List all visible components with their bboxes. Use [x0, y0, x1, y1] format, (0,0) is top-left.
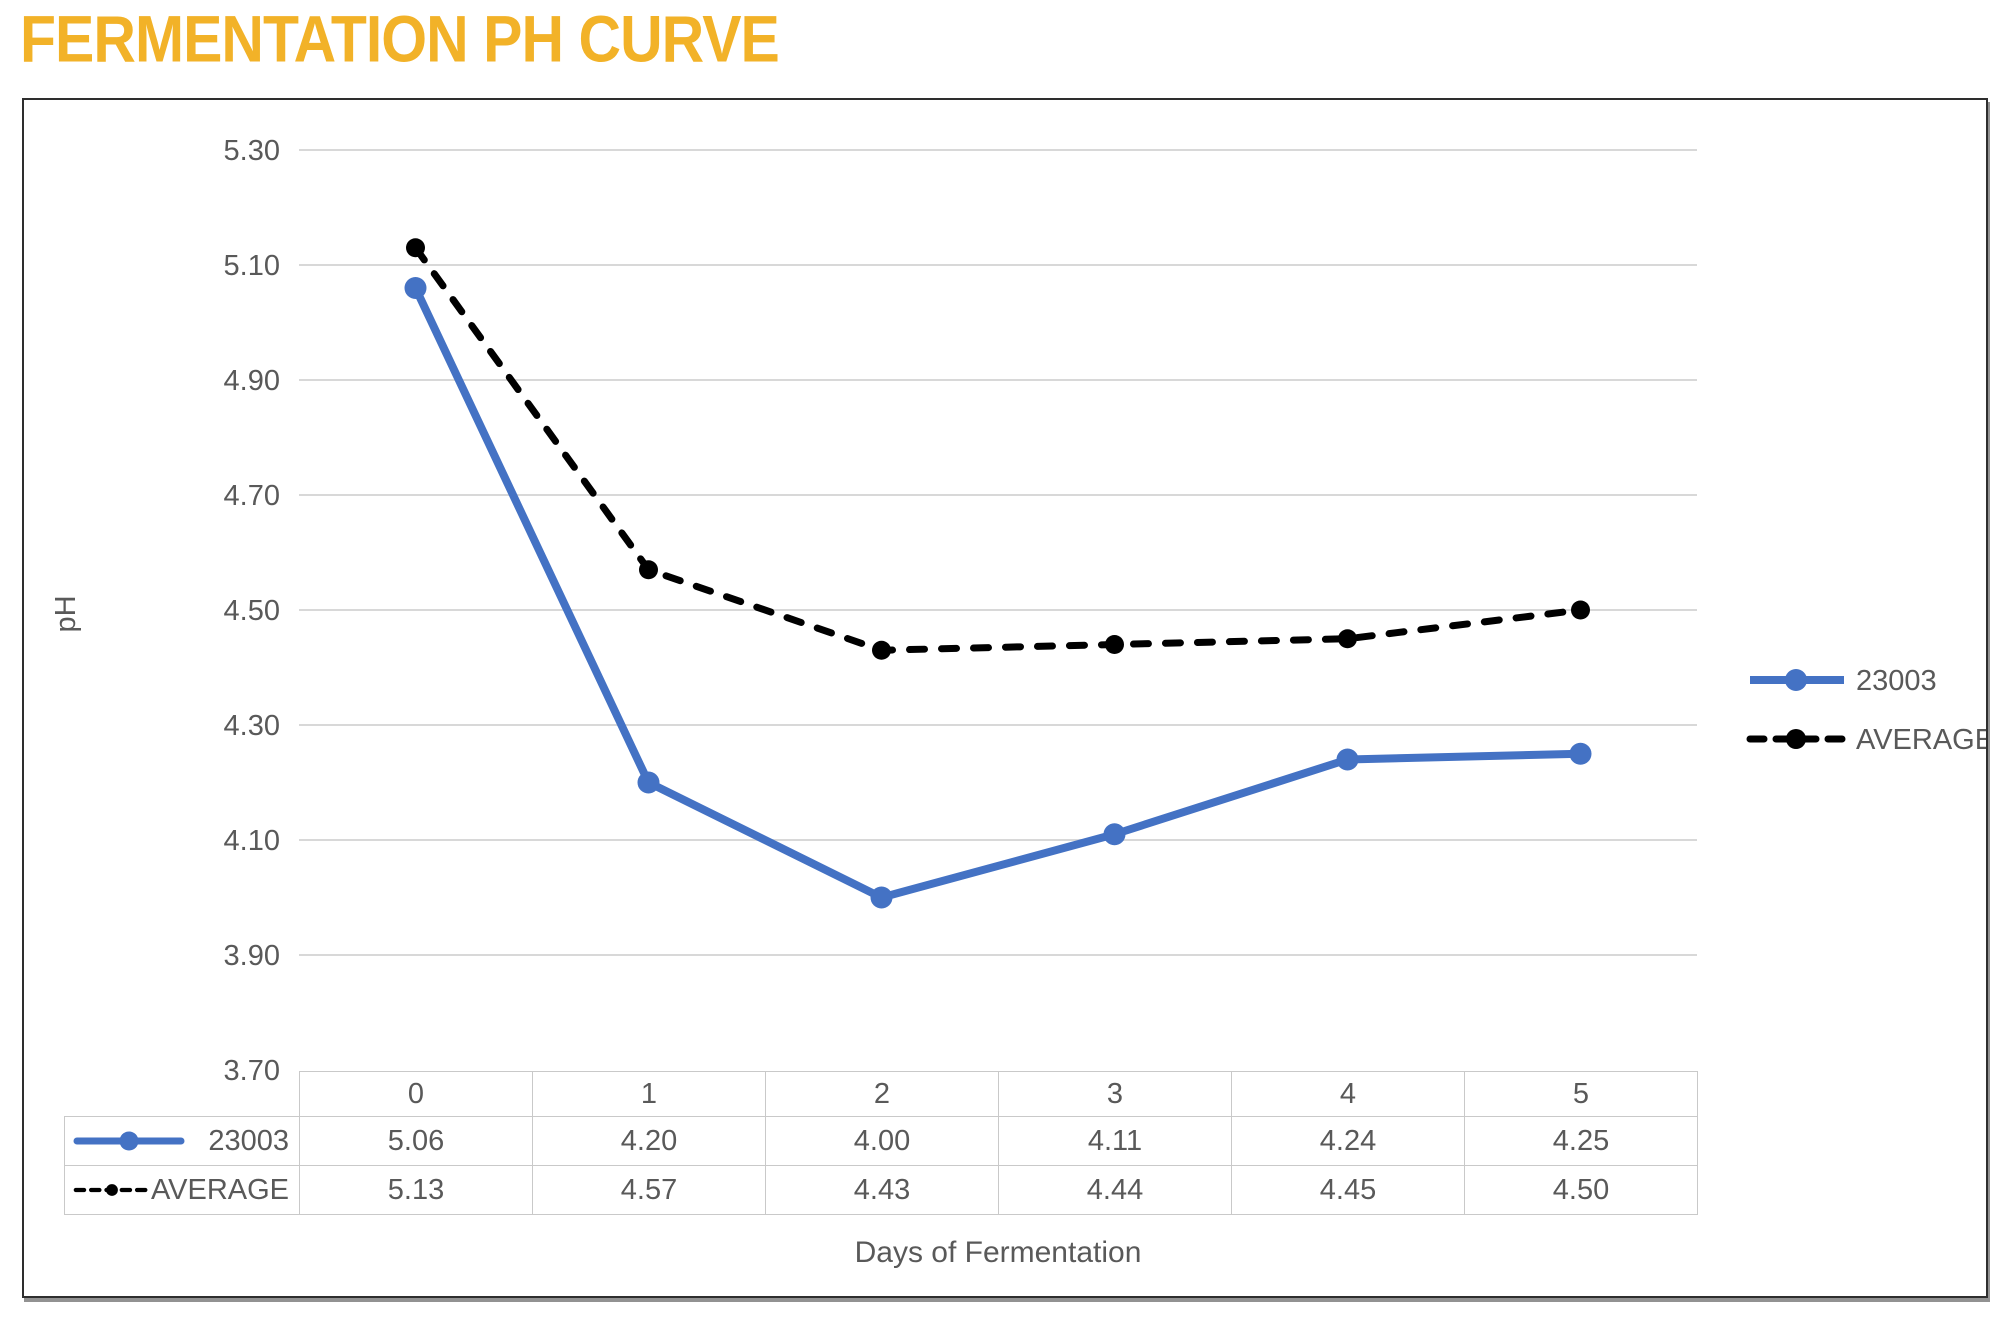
table-day-header: 5: [1464, 1071, 1698, 1117]
data-point-average-day5: [1571, 600, 1590, 620]
table-value-cell: 5.06: [299, 1116, 533, 1166]
table-row-average: AVERAGE 5.13 4.57 4.43 4.44 4.45 4.50: [64, 1165, 1698, 1215]
table-row-23003: 23003 5.06 4.20 4.00 4.11 4.24 4.25: [64, 1116, 1698, 1166]
y-axis-title: pH: [50, 595, 82, 633]
y-tick-label: 3.70: [224, 1055, 280, 1087]
legend-label: AVERAGE: [1856, 724, 1986, 756]
table-day-header: 1: [532, 1071, 766, 1117]
table-value-cell: 4.57: [532, 1165, 766, 1215]
table-value-cell: 4.45: [1231, 1165, 1465, 1215]
data-point-average-day1: [639, 560, 658, 580]
table-value-cell: 4.11: [998, 1116, 1232, 1166]
x-axis-title: Days of Fermentation: [854, 1236, 1142, 1269]
chart-title: FERMENTATION PH CURVE: [20, 3, 780, 77]
chart-data-table: 0 1 2 3 4 5 23003 5.06 4.20 4.00 4.11 4.24 4.25 AVERA…: [64, 1071, 1698, 1215]
table-day-header: 0: [299, 1071, 533, 1117]
y-tick-label: 4.70: [224, 480, 280, 512]
table-value-cell: 4.25: [1464, 1116, 1698, 1166]
y-tick-label: 4.50: [224, 595, 280, 627]
y-tick-label: 5.30: [224, 135, 280, 167]
series-key-icon-23003: [73, 1131, 185, 1151]
table-value-cell: 4.00: [765, 1116, 999, 1166]
table-day-header: 3: [998, 1071, 1232, 1117]
y-tick-label: 4.30: [224, 710, 280, 742]
data-point-23003-day3: [1103, 823, 1126, 846]
y-tick-label: 5.10: [224, 250, 280, 282]
data-point-average-day3: [1105, 635, 1124, 654]
legend-label: 23003: [1856, 665, 1937, 697]
table-corner-cell: [65, 1072, 300, 1117]
data-point-23003-day4: [1336, 748, 1359, 771]
legend-item-average: AVERAGE: [1746, 724, 1986, 756]
table-value-cell: 5.13: [299, 1165, 533, 1215]
series-key-icon-average: [73, 1184, 151, 1196]
series-line-23003: [411, 284, 1585, 902]
y-tick-label: 3.90: [224, 940, 280, 972]
legend-item-23003: 23003: [1750, 665, 1937, 697]
table-series-label-cell: 23003: [64, 1116, 300, 1166]
data-point-average-day4: [1338, 629, 1357, 649]
chart-plot-area: 5.30 5.10 4.90 4.70 4.50 4.30 4.10 3.90 3.70 2300…: [224, 135, 1986, 1087]
data-point-23003-day1: [637, 771, 660, 794]
legend-key-marker: [1786, 729, 1806, 749]
y-tick-label: 4.90: [224, 365, 280, 397]
table-series-label-cell: AVERAGE: [64, 1165, 300, 1215]
data-point-23003-day5: [1569, 742, 1592, 765]
legend-key-marker: [1785, 669, 1807, 691]
series-name-label: 23003: [208, 1124, 289, 1157]
data-point-average-day2: [872, 640, 891, 660]
table-value-cell: 4.43: [765, 1165, 999, 1215]
data-point-23003-day0: [404, 277, 427, 299]
table-value-cell: 4.50: [1464, 1165, 1698, 1215]
table-day-header: 4: [1231, 1071, 1465, 1117]
y-tick-label: 4.10: [224, 825, 280, 857]
table-value-cell: 4.20: [532, 1116, 766, 1166]
data-point-average-day0: [406, 238, 425, 258]
table-value-cell: 4.24: [1231, 1116, 1465, 1166]
chart-card: 5.30 5.10 4.90 4.70 4.50 4.30 4.10 3.90 3.70 2300…: [22, 98, 1988, 1298]
data-point-23003-day2: [870, 886, 893, 909]
table-value-cell: 4.44: [998, 1165, 1232, 1215]
table-day-header: 2: [765, 1071, 999, 1117]
series-name-label: AVERAGE: [150, 1173, 289, 1206]
series-line-average: [412, 244, 1584, 654]
